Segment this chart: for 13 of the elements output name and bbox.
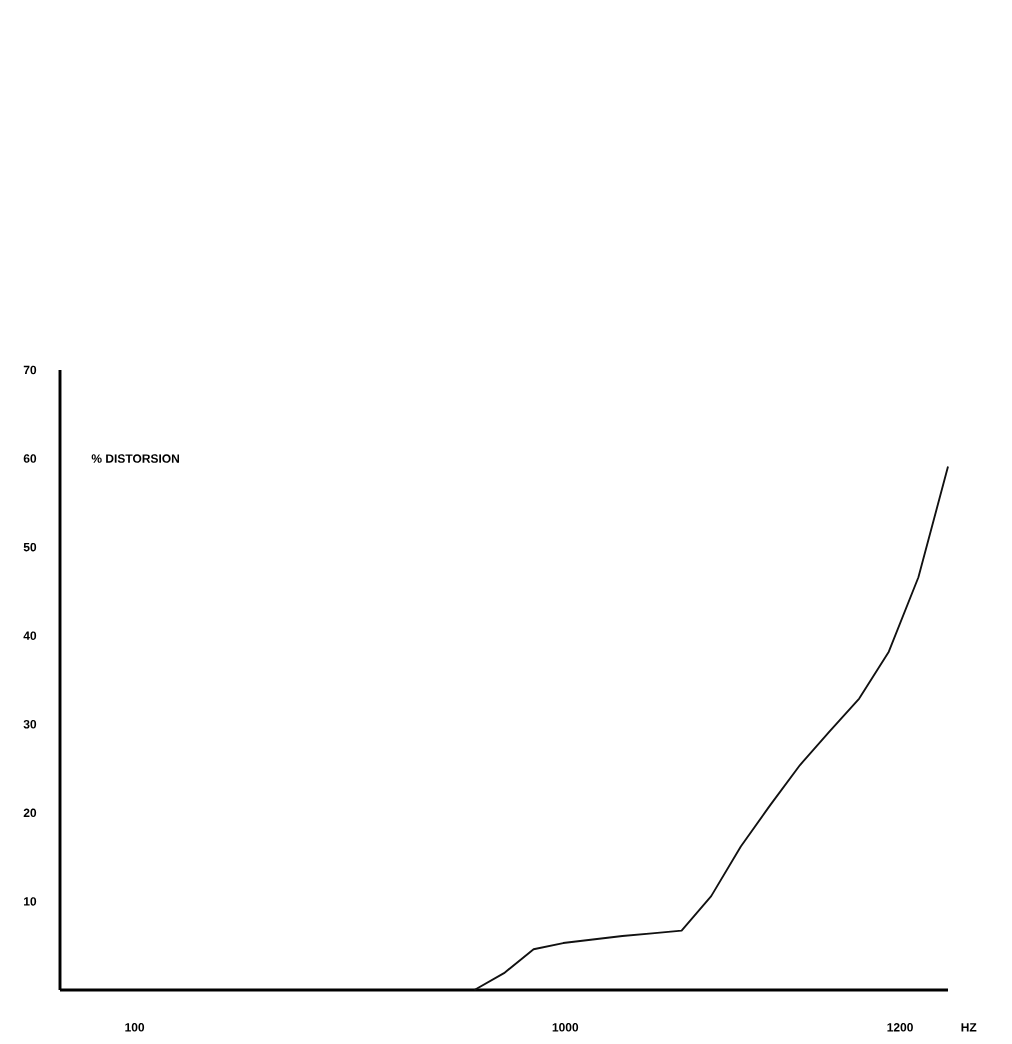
y-tick-label: 60	[23, 454, 37, 463]
line-series	[473, 465, 949, 991]
y-tick-label: 70	[23, 365, 37, 375]
y-axis-title: % DISTORSION	[91, 454, 180, 463]
y-tick-label: 20	[23, 808, 37, 818]
text: 1200	[887, 1023, 913, 1032]
y-tick-label: 10	[24, 897, 37, 906]
x-axis-title: HZ	[961, 1023, 977, 1032]
text: 1000	[552, 1023, 579, 1032]
y-tick-label: 40	[23, 631, 37, 640]
text: 100	[125, 1023, 145, 1032]
y-tick-label: 50	[23, 542, 37, 552]
y-tick-label: 30	[23, 720, 37, 729]
